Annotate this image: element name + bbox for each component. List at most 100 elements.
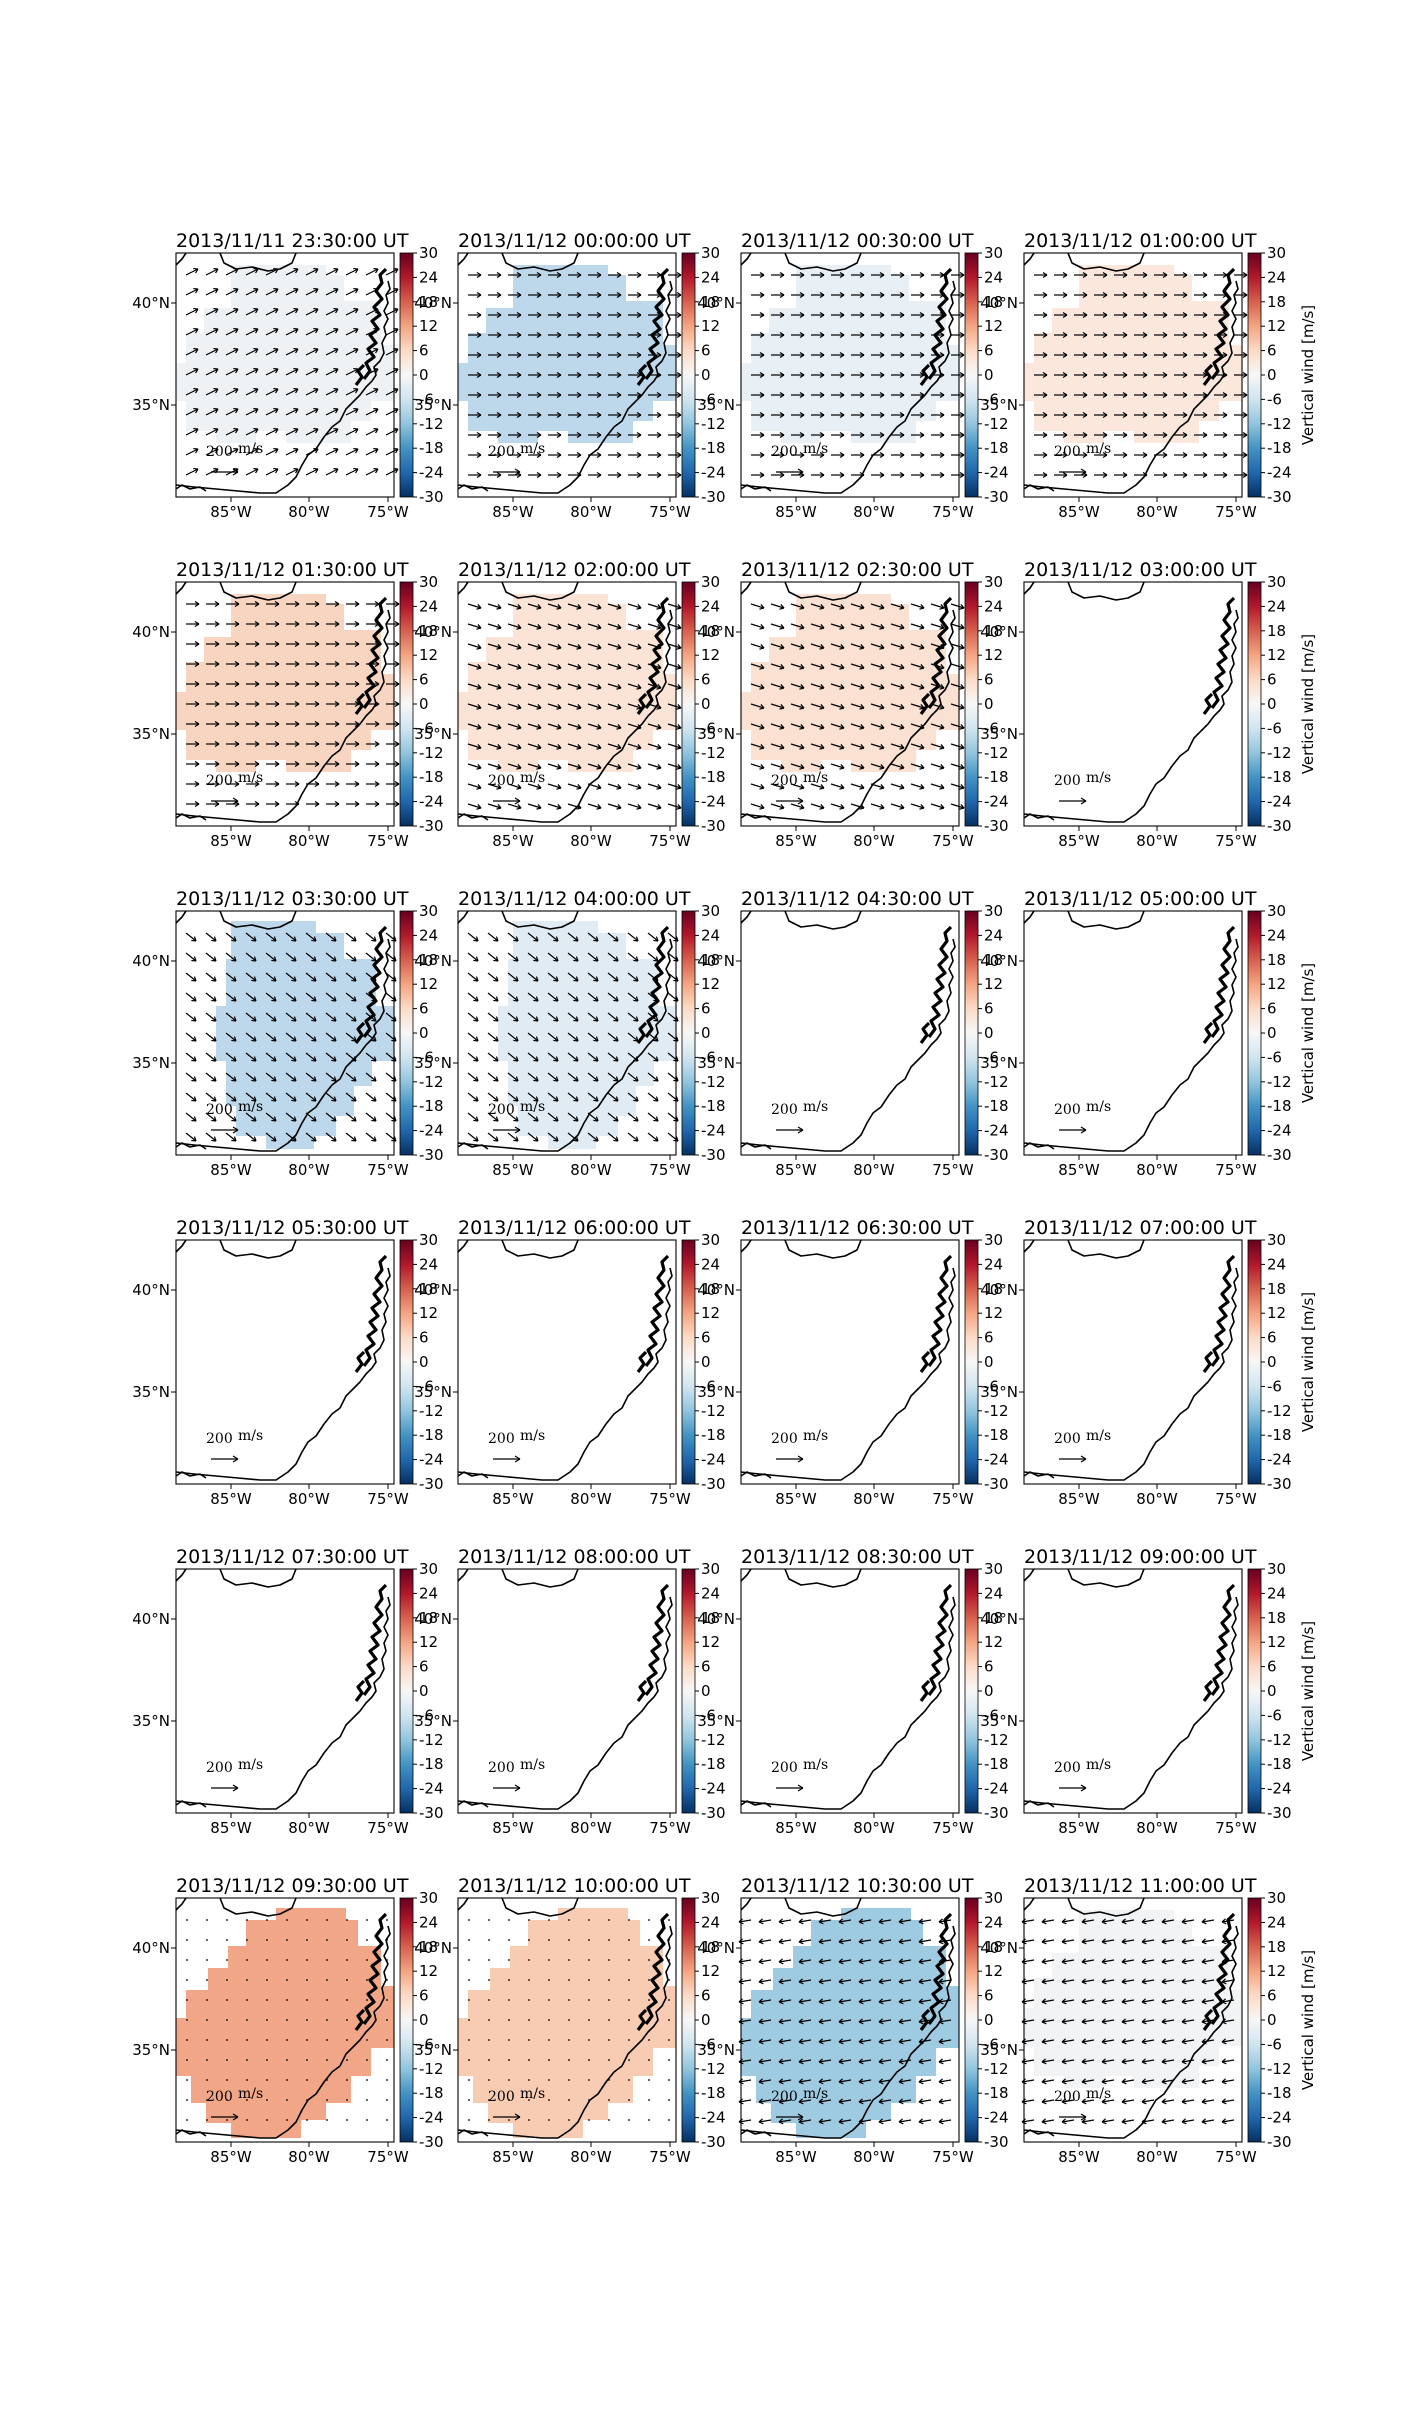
wind-vector <box>1081 1919 1095 1923</box>
wind-vector-head <box>899 644 905 650</box>
wind-vector <box>507 703 522 709</box>
wind-vector <box>607 723 622 729</box>
gulf-coastline <box>175 2129 207 2137</box>
coastline-inlet <box>919 692 931 715</box>
colorbar-tick-label: 24 <box>1267 926 1286 944</box>
wind-vector-head <box>274 620 280 628</box>
wind-vector <box>770 643 785 649</box>
wind-vector <box>750 623 765 629</box>
wind-vector-head <box>213 447 219 454</box>
wind-vector <box>890 803 905 809</box>
wind-vector <box>345 972 357 982</box>
wind-vector-head <box>858 2058 864 2065</box>
wind-vector <box>225 992 237 1002</box>
colorbar-tick-label: 0 <box>984 2011 994 2029</box>
wind-vector <box>487 972 499 982</box>
wind-vector-head <box>596 391 602 399</box>
wind-vector <box>810 643 825 649</box>
wind-vector-head <box>496 784 502 790</box>
coastline-inlet <box>1202 1679 1214 1702</box>
colorbar-tick-label: 18 <box>701 622 720 640</box>
y-tick-label: 35°N <box>132 1054 170 1072</box>
wind-vector-head <box>633 1116 639 1122</box>
panel-title: 2013/11/12 07:00:00 UT <box>1024 1217 1257 1239</box>
y-tick-label: 35°N <box>980 1054 1018 1072</box>
wind-vector <box>1201 2059 1215 2063</box>
wind-vector <box>487 703 502 709</box>
wind-vector-head <box>553 1096 559 1102</box>
wind-vector <box>305 268 319 276</box>
wind-vector-head <box>496 644 502 650</box>
wind-vector-head <box>1102 451 1108 459</box>
wind-vector <box>950 603 965 609</box>
quiver-key-unit: m/s <box>803 1757 828 1773</box>
wind-vector <box>938 2039 952 2043</box>
wind-vector <box>607 972 619 982</box>
wind-vector-head <box>879 804 885 810</box>
wind-vector-head <box>819 311 825 319</box>
colorbar-tick-label: 18 <box>419 1609 438 1627</box>
wind-vector-head <box>536 351 542 359</box>
colorbar-tick-label: 24 <box>419 268 438 286</box>
wind-vector-head <box>839 744 845 750</box>
wind-vector <box>487 1092 499 1102</box>
panel-frame <box>175 1568 395 1814</box>
wind-vector-head <box>496 624 502 630</box>
map-area <box>738 1908 959 2138</box>
wind-vector-head <box>513 1076 519 1082</box>
wind-vector <box>205 1072 217 1082</box>
wind-vector-head <box>918 2098 924 2105</box>
colorbar-tick-label: 18 <box>984 1280 1003 1298</box>
wind-vector-head <box>939 391 945 399</box>
wind-vector <box>1101 2019 1115 2023</box>
wind-vector-head <box>1142 311 1148 319</box>
wind-vector-head <box>1121 1938 1127 1945</box>
wind-vector-head <box>294 640 300 648</box>
wind-vector-head <box>779 604 785 610</box>
colorbar-tick-label: 30 <box>1267 573 1286 591</box>
wind-vector <box>365 1092 377 1102</box>
wind-vector <box>285 1092 297 1102</box>
wind-vector-head <box>819 391 825 399</box>
lake-erie-coastline <box>501 1897 579 1917</box>
colorbar-tick-label: -30 <box>419 2133 444 2151</box>
wind-vector <box>547 763 562 769</box>
wind-vector-head <box>576 431 582 439</box>
wind-vector <box>878 2019 892 2023</box>
wind-vector-head <box>313 267 319 274</box>
x-tick-label: 80°W <box>288 503 330 521</box>
wind-vector <box>830 723 845 729</box>
wind-vector-head <box>616 804 622 810</box>
x-tick-label: 80°W <box>1136 832 1178 850</box>
wind-vector-head <box>1161 2098 1167 2105</box>
wind-vector-head <box>516 644 522 650</box>
wind-vector-head <box>959 664 965 670</box>
wind-vector <box>345 308 359 316</box>
wind-vector-head <box>636 351 642 359</box>
wind-vector <box>467 763 482 769</box>
wind-vector <box>878 2039 892 2043</box>
wind-vector <box>898 1959 912 1963</box>
wind-vector <box>567 972 579 982</box>
wind-vector-head <box>616 724 622 730</box>
y-tick-label: 40°N <box>132 1281 170 1299</box>
wind-vector-head <box>496 311 502 319</box>
wind-vector-head <box>573 996 579 1002</box>
wind-vector <box>245 348 259 356</box>
colorbar-tick-label: 12 <box>701 646 720 664</box>
wind-vector-head <box>493 1056 499 1062</box>
wind-vector <box>838 2099 852 2103</box>
wind-vector <box>750 603 765 609</box>
wind-vector-head <box>1062 411 1068 419</box>
coastline-inlet <box>1202 1350 1214 1373</box>
wind-vector <box>467 932 479 942</box>
wind-vector-head <box>676 451 682 459</box>
wind-vector <box>950 703 965 709</box>
colorbar-tick-label: -30 <box>701 817 726 835</box>
colorbar-tick-label: -12 <box>701 2060 726 2078</box>
wind-vector-head <box>476 431 482 439</box>
y-tick-label: 40°N <box>414 1281 452 1299</box>
wind-vector-head <box>799 291 805 299</box>
x-tick-label: 85°W <box>492 2148 534 2166</box>
